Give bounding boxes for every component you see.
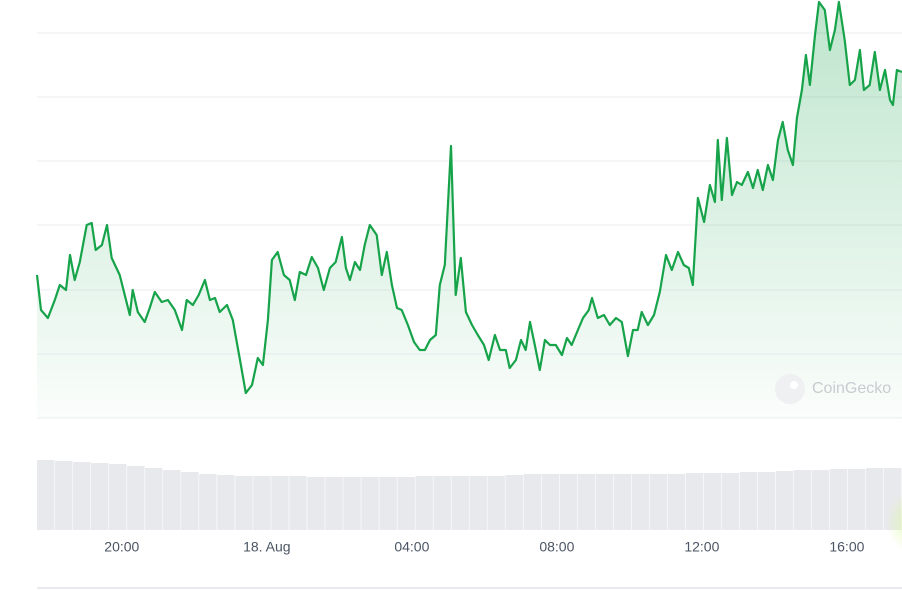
volume-bar (181, 472, 199, 530)
volume-bar (469, 476, 487, 530)
volume-bar (487, 476, 505, 530)
watermark: CoinGecko (775, 374, 891, 404)
x-tick-label: 12:00 (684, 539, 719, 555)
volume-bar (631, 474, 650, 530)
volume-bar (109, 464, 127, 530)
volume-bar (73, 462, 91, 530)
volume-bar (649, 474, 668, 530)
volume-bar (595, 474, 614, 530)
volume-bar (757, 472, 776, 530)
watermark-logo-eye (790, 381, 798, 389)
volume-bar (739, 472, 758, 530)
volume-bar (667, 474, 686, 530)
x-tick-label: 08:00 (539, 539, 574, 555)
watermark-logo (775, 374, 805, 404)
volume-bar (685, 473, 704, 530)
x-tick-label: 16:00 (829, 539, 864, 555)
volume-bar (577, 474, 596, 530)
volume-bar (271, 476, 289, 530)
volume-bar (325, 477, 343, 530)
volume-bar (55, 461, 73, 530)
watermark-text: CoinGecko (812, 380, 891, 397)
volume-bar (721, 473, 740, 530)
volume-bar (829, 469, 848, 530)
volume-bar (289, 476, 307, 530)
volume-bar (451, 476, 469, 530)
volume-bar (415, 476, 433, 530)
volume-bar (253, 476, 271, 530)
volume-bar (523, 474, 541, 530)
volume-bar (91, 463, 109, 530)
volume-bar (559, 474, 578, 530)
volume-bar (505, 475, 523, 530)
volume-bar (145, 468, 163, 530)
zoom-handle[interactable] (886, 488, 902, 556)
volume-bar (37, 460, 55, 530)
plot (35, 0, 902, 418)
volume-bar (199, 474, 217, 530)
volume-bar (847, 469, 866, 530)
volume-bar (613, 474, 632, 530)
volume-bar (541, 474, 560, 530)
x-tick-label: 18. Aug (243, 539, 291, 555)
volume-bar (379, 477, 397, 530)
volume-bar (217, 475, 235, 530)
volume-bar (163, 470, 181, 530)
volume-bar (433, 476, 451, 530)
volume-bar (361, 477, 379, 530)
volume-bar (775, 471, 794, 530)
volume-bar (703, 473, 722, 530)
volume-bar (343, 477, 361, 530)
x-tick-label: 20:00 (104, 539, 139, 555)
volume-bar (235, 476, 253, 530)
volume-bars (37, 460, 902, 530)
price-line (35, 0, 902, 395)
volume-bar (865, 468, 884, 530)
area (37, 2, 902, 418)
volume-bar (793, 470, 812, 530)
volume-bar (811, 470, 830, 530)
volume-bar (127, 466, 145, 530)
x-tick-label: 04:00 (394, 539, 429, 555)
volume-bar (397, 477, 415, 530)
volume-bar (307, 477, 325, 530)
